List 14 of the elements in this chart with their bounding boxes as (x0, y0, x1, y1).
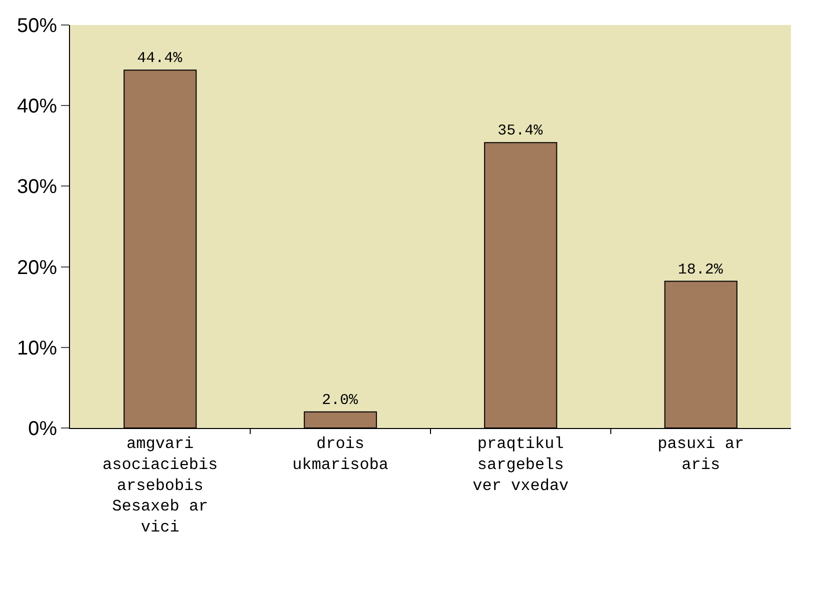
y-tick-label: 0% (28, 418, 58, 440)
y-tick-label: 10% (16, 337, 58, 360)
data-label: 35.4% (498, 122, 544, 140)
x-tick-label: pasuxi ar aris (658, 435, 744, 474)
data-label: 44.4% (137, 50, 184, 68)
y-tick-label: 30% (16, 176, 58, 198)
y-tick-label: 40% (16, 96, 58, 118)
y-tick-label: 20% (16, 256, 58, 279)
y-tick-label: 50% (16, 15, 58, 37)
data-label: 18.2% (678, 261, 724, 278)
x-tick-label: drois ukmarisoba (292, 435, 389, 474)
x-tick-label: praqtikul sargebels ver vxedav (472, 435, 570, 495)
x-tick-label: amgvari asociaciebis arsebobis Sesaxeb ar vici (102, 435, 218, 536)
data-label: 2.0% (322, 392, 359, 409)
